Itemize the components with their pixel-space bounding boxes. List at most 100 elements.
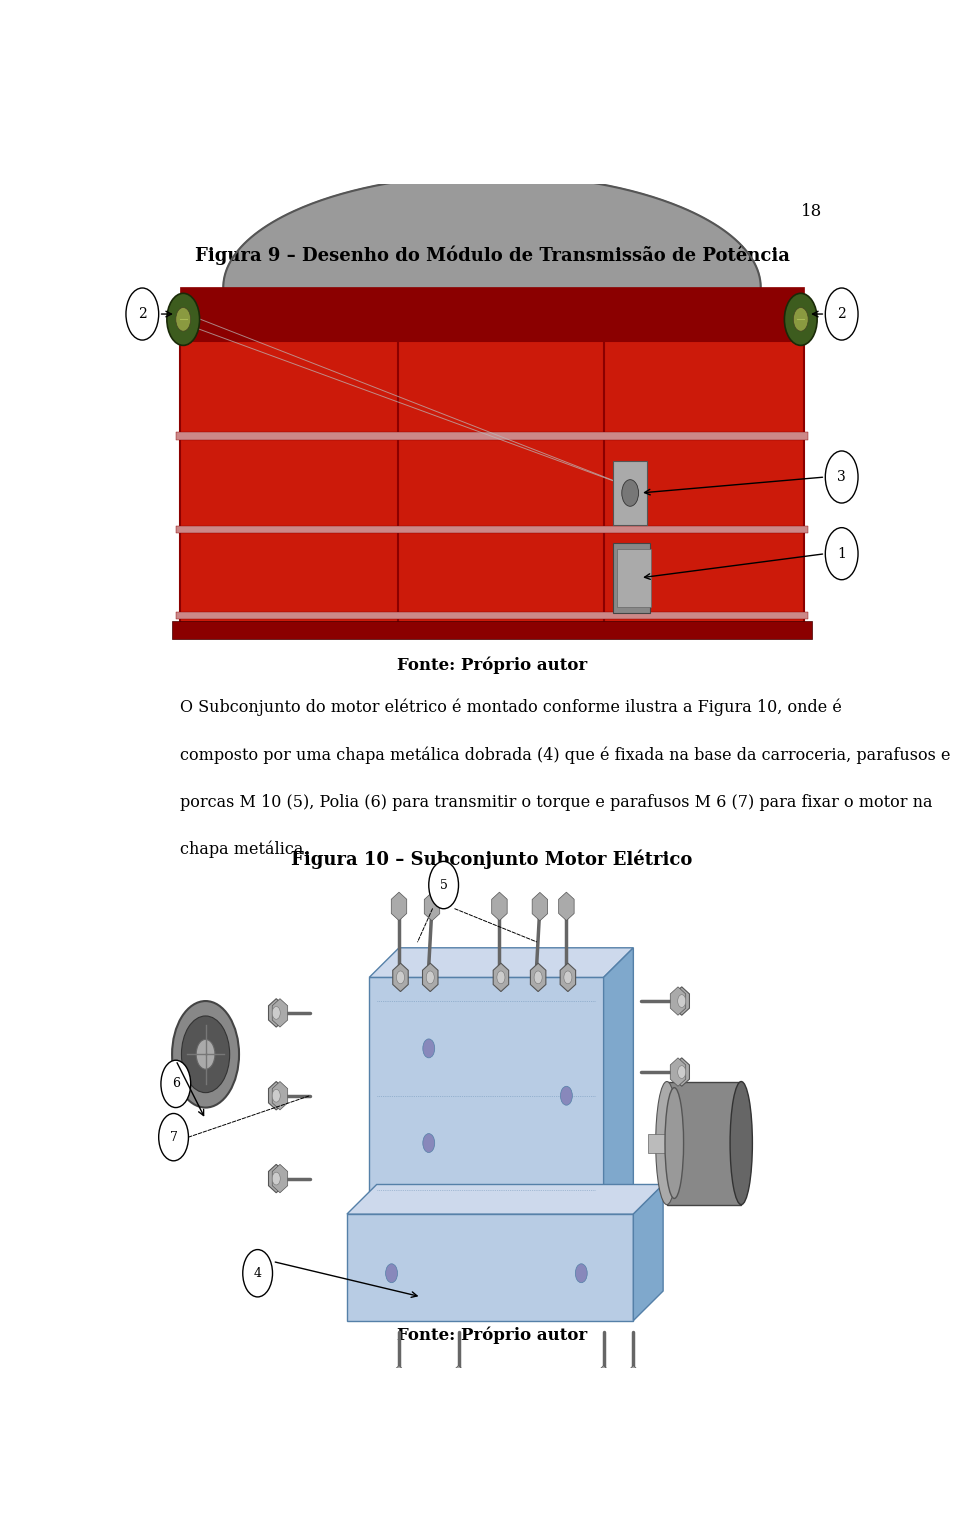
Circle shape bbox=[172, 1001, 239, 1108]
Circle shape bbox=[422, 1039, 435, 1057]
Bar bbox=[180, 341, 804, 624]
Circle shape bbox=[429, 861, 459, 908]
Text: composto por uma chapa metálica dobrada (4) que é fixada na base da carroceria, : composto por uma chapa metálica dobrada … bbox=[180, 745, 950, 764]
Bar bbox=[172, 621, 812, 639]
Circle shape bbox=[422, 1134, 435, 1153]
Polygon shape bbox=[392, 1371, 407, 1400]
Polygon shape bbox=[492, 891, 507, 921]
Polygon shape bbox=[392, 1365, 407, 1394]
Text: chapa metálica.: chapa metálica. bbox=[180, 841, 308, 858]
Ellipse shape bbox=[665, 1088, 684, 1199]
Circle shape bbox=[181, 1016, 229, 1093]
Polygon shape bbox=[634, 1185, 663, 1320]
Circle shape bbox=[386, 1263, 397, 1283]
Bar bbox=[176, 612, 808, 619]
Circle shape bbox=[273, 1090, 280, 1102]
Bar bbox=[613, 543, 650, 613]
Text: O Subconjunto do motor elétrico é montado conforme ilustra a Figura 10, onde é: O Subconjunto do motor elétrico é montad… bbox=[180, 699, 841, 716]
Circle shape bbox=[426, 971, 434, 984]
Polygon shape bbox=[674, 987, 689, 1016]
Circle shape bbox=[564, 971, 572, 984]
Circle shape bbox=[622, 480, 638, 506]
Polygon shape bbox=[392, 891, 407, 921]
Text: Figura 10 – Subconjunto Motor Elétrico: Figura 10 – Subconjunto Motor Elétrico bbox=[291, 850, 693, 868]
Ellipse shape bbox=[731, 1082, 753, 1205]
Text: 18: 18 bbox=[802, 203, 823, 220]
Polygon shape bbox=[626, 1365, 641, 1394]
Polygon shape bbox=[269, 1165, 284, 1193]
Text: Fonte: Próprio autor: Fonte: Próprio autor bbox=[396, 656, 588, 673]
Text: Figura 9 – Desenho do Módulo de Transmissão de Potência: Figura 9 – Desenho do Módulo de Transmis… bbox=[195, 246, 789, 266]
Polygon shape bbox=[670, 1057, 685, 1087]
Polygon shape bbox=[451, 1365, 467, 1394]
Bar bbox=[176, 526, 808, 533]
Polygon shape bbox=[273, 1165, 288, 1193]
Text: 6: 6 bbox=[172, 1077, 180, 1090]
Polygon shape bbox=[269, 1082, 284, 1110]
Circle shape bbox=[575, 1263, 588, 1283]
Polygon shape bbox=[422, 964, 438, 991]
Polygon shape bbox=[493, 964, 509, 991]
Polygon shape bbox=[604, 948, 634, 1214]
Bar bbox=[667, 1082, 741, 1205]
Bar bbox=[613, 461, 647, 526]
Polygon shape bbox=[451, 1371, 467, 1400]
Polygon shape bbox=[532, 893, 547, 921]
Polygon shape bbox=[347, 1214, 634, 1320]
Polygon shape bbox=[424, 893, 440, 921]
Text: 1: 1 bbox=[837, 547, 846, 561]
Circle shape bbox=[630, 1379, 637, 1393]
Circle shape bbox=[561, 1087, 572, 1105]
Circle shape bbox=[273, 1173, 280, 1185]
Circle shape bbox=[600, 1379, 608, 1393]
Polygon shape bbox=[560, 964, 576, 991]
Bar bbox=[176, 432, 808, 440]
Bar bbox=[172, 281, 812, 635]
Circle shape bbox=[273, 1007, 280, 1019]
Text: 5: 5 bbox=[440, 879, 447, 891]
Circle shape bbox=[196, 1039, 215, 1070]
Polygon shape bbox=[393, 964, 408, 991]
Circle shape bbox=[784, 294, 817, 346]
Polygon shape bbox=[596, 1371, 612, 1400]
Polygon shape bbox=[670, 987, 685, 1016]
Text: porcas M 10 (5), Polia (6) para transmitir o torque e parafusos M 6 (7) para fix: porcas M 10 (5), Polia (6) para transmit… bbox=[180, 793, 932, 810]
Bar bbox=[180, 287, 804, 341]
Polygon shape bbox=[347, 1185, 663, 1214]
Circle shape bbox=[167, 294, 200, 346]
Bar bbox=[648, 1134, 670, 1153]
Circle shape bbox=[826, 450, 858, 503]
Ellipse shape bbox=[656, 1082, 678, 1205]
Text: 2: 2 bbox=[138, 307, 147, 321]
Text: 2: 2 bbox=[837, 307, 846, 321]
Circle shape bbox=[161, 1061, 191, 1108]
Circle shape bbox=[243, 1250, 273, 1297]
Circle shape bbox=[395, 1379, 403, 1393]
Polygon shape bbox=[273, 999, 288, 1027]
Text: 7: 7 bbox=[170, 1131, 178, 1144]
Circle shape bbox=[176, 307, 191, 330]
Polygon shape bbox=[596, 1365, 612, 1394]
Circle shape bbox=[126, 287, 158, 340]
Circle shape bbox=[396, 971, 404, 984]
Bar bbox=[617, 549, 651, 607]
Polygon shape bbox=[530, 964, 546, 991]
Circle shape bbox=[534, 971, 542, 984]
Circle shape bbox=[497, 971, 505, 984]
Circle shape bbox=[793, 307, 808, 330]
Text: 4: 4 bbox=[253, 1266, 262, 1280]
Text: Fonte: Próprio autor: Fonte: Próprio autor bbox=[396, 1326, 588, 1343]
Polygon shape bbox=[269, 999, 284, 1027]
Bar bbox=[370, 978, 604, 1214]
Polygon shape bbox=[273, 1082, 288, 1110]
Polygon shape bbox=[370, 948, 634, 978]
Polygon shape bbox=[559, 891, 574, 921]
Circle shape bbox=[158, 1113, 188, 1160]
Polygon shape bbox=[224, 175, 760, 287]
Circle shape bbox=[454, 1379, 463, 1393]
Circle shape bbox=[826, 527, 858, 579]
Circle shape bbox=[826, 287, 858, 340]
Circle shape bbox=[678, 1065, 685, 1079]
Text: 3: 3 bbox=[837, 470, 846, 484]
Polygon shape bbox=[674, 1057, 689, 1087]
